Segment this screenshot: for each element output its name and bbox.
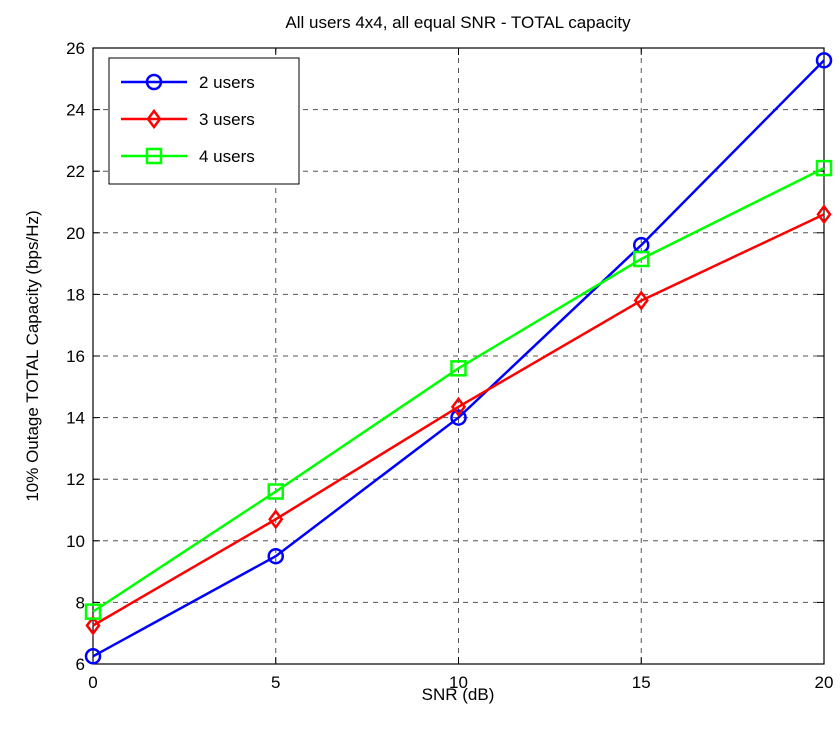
data-point <box>633 250 650 268</box>
data-point <box>815 159 833 177</box>
x-tick-label: 10 <box>449 673 468 692</box>
legend-marker <box>146 108 162 130</box>
x-tick-label: 20 <box>815 673 834 692</box>
series-line <box>92 213 825 627</box>
legend-label: 4 users <box>199 147 255 166</box>
y-tick-label: 12 <box>66 470 85 489</box>
x-axis-label: SNR (dB) <box>422 685 495 704</box>
series-3 <box>84 159 833 620</box>
x-tick-label: 15 <box>632 673 651 692</box>
y-tick-label: 14 <box>66 409 85 428</box>
y-tick-label: 10 <box>66 532 85 551</box>
data-point <box>450 409 467 426</box>
y-tick-label: 6 <box>76 655 85 674</box>
series-line <box>92 167 825 613</box>
legend: 2 users 3 users 4 users <box>108 57 300 185</box>
data-point <box>450 396 467 417</box>
legend-marker <box>145 147 163 165</box>
y-tick-label: 16 <box>66 347 85 366</box>
data-point <box>84 603 102 620</box>
y-axis-label: 10% Outage TOTAL Capacity (bps/Hz) <box>23 210 42 501</box>
y-tick-label: 18 <box>66 285 85 304</box>
legend-label: 3 users <box>199 110 255 129</box>
x-tick-label: 0 <box>88 673 97 692</box>
legend-box <box>108 57 300 185</box>
y-tick-label: 20 <box>66 224 85 243</box>
data-point <box>450 360 467 377</box>
data-point <box>84 648 102 665</box>
series-layer <box>84 52 833 665</box>
legend-marker <box>145 73 163 91</box>
chart-title: All users 4x4, all equal SNR - TOTAL cap… <box>285 13 631 32</box>
axis-ticks: 0 5 10 15 20 6 8 10 12 14 16 18 20 22 24 26 <box>66 39 833 692</box>
x-tick-label: 5 <box>271 673 280 692</box>
data-point <box>816 204 832 225</box>
y-tick-label: 24 <box>66 101 85 120</box>
data-point <box>267 547 284 565</box>
data-point <box>267 483 284 500</box>
legend-label: 2 users <box>199 73 255 92</box>
y-tick-label: 22 <box>66 162 85 181</box>
y-tick-label: 8 <box>76 593 85 612</box>
data-point <box>85 615 101 636</box>
y-tick-label: 26 <box>66 39 85 58</box>
series-2 <box>85 204 832 636</box>
data-point <box>268 509 284 530</box>
data-point <box>633 290 649 311</box>
series-1 <box>84 52 833 665</box>
data-point <box>815 52 833 69</box>
series-line <box>92 59 825 658</box>
